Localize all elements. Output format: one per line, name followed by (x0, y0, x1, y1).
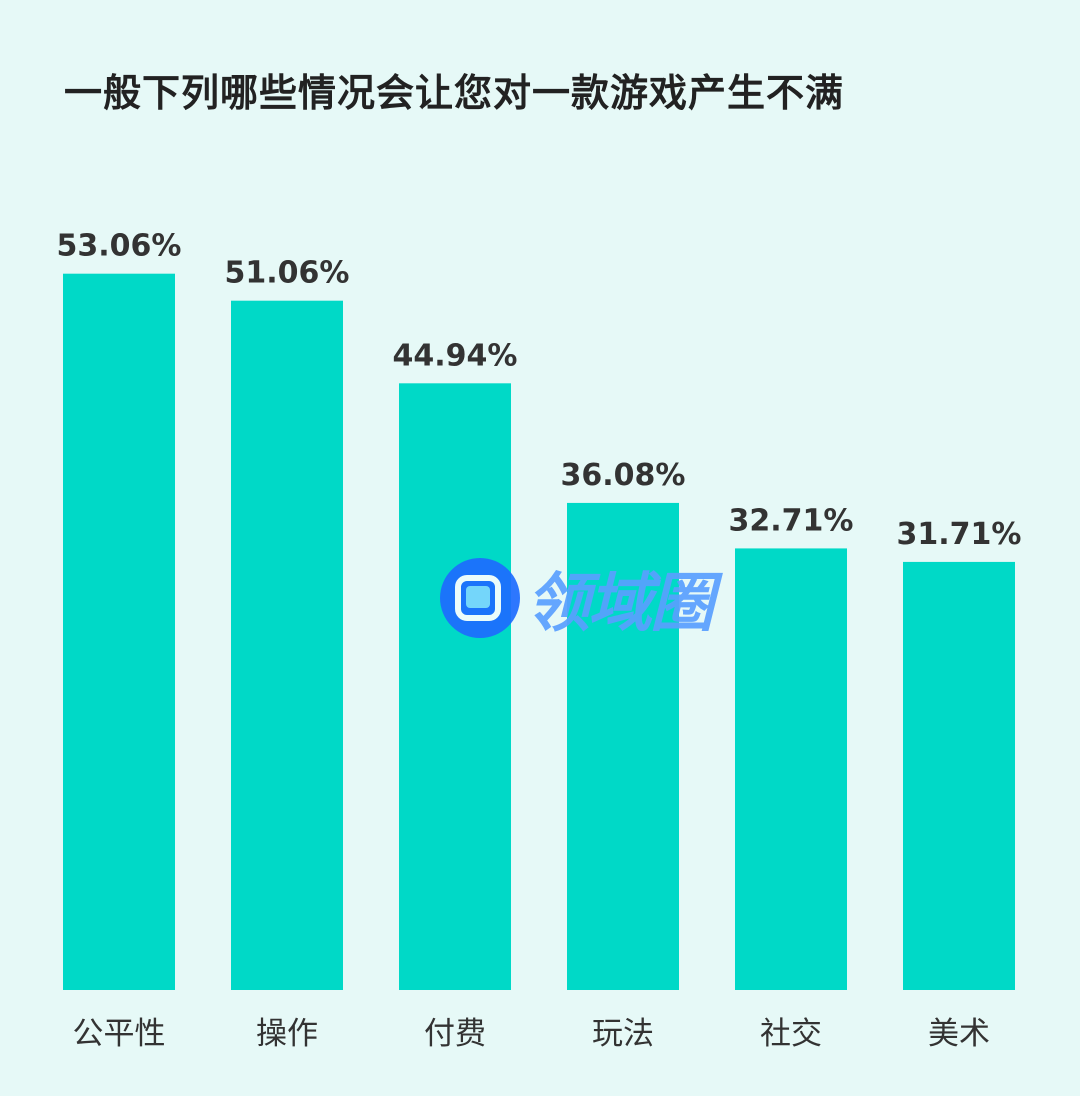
watermark-circle-icon (438, 556, 522, 640)
category-label: 美术 (928, 1016, 990, 1052)
bars-layer (63, 273, 1015, 990)
bar-5 (735, 548, 847, 990)
category-label: 公平性 (73, 1016, 166, 1052)
bar-6 (903, 561, 1015, 990)
bar-4 (567, 502, 679, 990)
watermark-logo: 领域圈 (438, 556, 768, 641)
bar-value-label: 31.71% (897, 517, 1022, 552)
category-label: 社交 (760, 1016, 822, 1052)
bar-value-label: 32.71% (729, 503, 854, 538)
bar-2 (231, 300, 343, 990)
bar-value-label: 51.06% (225, 256, 350, 291)
bar-1 (63, 273, 175, 990)
bar-value-label: 44.94% (393, 338, 518, 373)
watermark-text: 领域圈 (526, 567, 714, 641)
bar-value-label: 36.08% (561, 458, 686, 493)
value-labels-layer: 53.06% 51.06% 44.94% 36.08% 32.71% 31.71% (57, 229, 1022, 552)
category-label: 玩法 (592, 1016, 654, 1052)
category-label: 操作 (256, 1016, 318, 1052)
category-labels-layer: 公平性 操作 付费 玩法 社交 美术 (73, 1016, 991, 1052)
bar-value-label: 53.06% (57, 229, 182, 264)
bar-3 (399, 383, 511, 990)
category-label: 付费 (424, 1016, 486, 1052)
chart-title: 一般下列哪些情况会让您对一款游戏产生不满 (64, 71, 845, 115)
